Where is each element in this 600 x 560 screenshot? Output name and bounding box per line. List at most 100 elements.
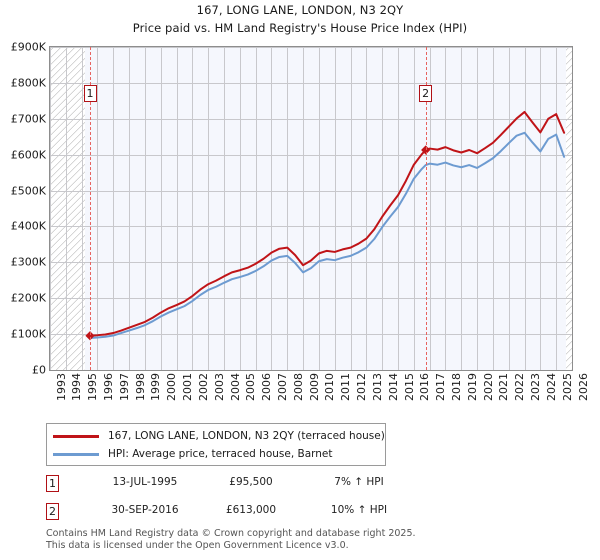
legend-item-price-paid: 167, LONG LANE, LONDON, N3 2QY (terraced… [53,427,385,445]
x-axis-tick-label: 2023 [529,373,543,401]
gridline-vertical [287,47,289,370]
x-axis-tick-label: 2014 [386,373,400,401]
y-axis-tick-label: £100K [10,327,46,341]
event-line-1 [90,47,92,370]
gridline-vertical [303,47,305,370]
table-row: 1 13-JUL-1995 £95,500 7% ↑ HPI [46,475,446,495]
x-axis-tick-label: 2003 [212,373,226,401]
gridline-vertical [192,47,194,370]
table-row: 2 30-SEP-2016 £613,000 10% ↑ HPI [46,503,446,523]
x-axis-tick-label: 2024 [544,373,558,401]
gridline-vertical [129,47,131,370]
gridline-vertical [508,47,510,370]
x-axis-tick-label: 1999 [149,373,163,401]
gridline-vertical [540,47,542,370]
x-axis-tick-label: 1998 [133,373,147,401]
gridline-vertical [556,47,558,370]
chart-plot-area [49,46,573,371]
gridline-horizontal [50,298,572,300]
x-axis-tick-label: 2026 [576,373,590,401]
legend-swatch-hpi [53,452,99,456]
gridline-horizontal [50,118,572,120]
footer-attribution: Contains HM Land Registry data © Crown c… [46,528,566,551]
legend-label-price-paid: 167, LONG LANE, LONDON, N3 2QY (terraced… [108,430,385,442]
y-axis-tick-label: £300K [10,255,46,269]
gridline-vertical [271,47,273,370]
gridline-vertical [113,47,115,370]
transaction-price: £95,500 [229,476,273,488]
gridline-vertical [492,47,494,370]
gridline-vertical [318,47,320,370]
y-axis-tick-label: £200K [10,291,46,305]
footer-line-1: Contains HM Land Registry data © Crown c… [46,528,416,539]
no-data-region-right [565,47,572,370]
y-axis-tick-label: £800K [10,76,46,90]
transaction-index-badge: 2 [46,503,59,520]
x-axis-tick-label: 2017 [434,373,448,401]
x-axis-tick-label: 2013 [370,373,384,401]
x-axis-tick-label: 2019 [465,373,479,401]
x-axis-tick-label: 1993 [54,373,68,401]
y-axis-tick-label: £0 [32,363,46,377]
gridline-horizontal [50,190,572,192]
legend-label-hpi: HPI: Average price, terraced house, Barn… [108,448,333,460]
x-axis-tick-label: 1995 [86,373,100,401]
x-axis-tick-label: 2010 [323,373,337,401]
no-data-region-left [50,47,85,370]
gridline-vertical [350,47,352,370]
gridline-vertical [429,47,431,370]
x-axis-tick-label: 2008 [291,373,305,401]
page-title: 167, LONG LANE, LONDON, N3 2QY [196,3,404,17]
gridline-vertical [382,47,384,370]
gridline-horizontal [50,334,572,336]
transaction-hpi-delta: 10% ↑ HPI [330,504,388,516]
gridline-vertical [255,47,257,370]
chart-legend: 167, LONG LANE, LONDON, N3 2QY (terraced… [46,423,386,466]
gridline-vertical [81,47,83,370]
chart-series-layer [85,110,566,341]
gridline-vertical [50,47,51,370]
gridline-vertical [176,47,178,370]
transaction-index-badge: 1 [46,475,59,492]
gridline-vertical [366,47,368,370]
x-axis-tick-label: 2016 [418,373,432,401]
x-axis-tick-label: 2004 [228,373,242,401]
gridline-horizontal [50,82,572,84]
gridline-vertical [224,47,225,370]
transaction-price: £613,000 [225,504,277,516]
x-axis-tick-label: 2015 [402,373,416,401]
series-line-hpi [88,131,566,340]
y-axis-tick-label: £600K [10,148,46,162]
legend-item-hpi: HPI: Average price, terraced house, Barn… [53,445,333,463]
x-axis-tick-label: 2000 [165,373,179,401]
gridline-horizontal [50,262,572,264]
x-axis-tick-label: 2006 [260,373,274,401]
x-axis-tick-label: 2025 [560,373,574,401]
x-axis-tick-label: 2007 [275,373,289,401]
gridline-vertical [144,47,146,370]
gridline-vertical [524,47,526,370]
x-axis-tick-label: 2021 [497,373,511,401]
y-axis-tick-label: £700K [10,112,46,126]
gridline-vertical [398,47,399,370]
x-axis-tick-label: 2001 [181,373,195,401]
gridline-vertical [239,47,241,370]
gridline-vertical [477,47,479,370]
x-axis-tick-label: 2009 [307,373,321,401]
gridline-vertical [461,47,463,370]
chart-flag-2: 2 [419,85,433,102]
x-axis-tick-label: 2018 [449,373,463,401]
x-axis-tick-label: 2011 [339,373,353,401]
transaction-hpi-delta: 7% ↑ HPI [334,476,384,488]
transaction-date: 13-JUL-1995 [112,476,178,488]
x-axis-tick-label: 2005 [244,373,258,401]
x-axis-tick-label: 2022 [513,373,527,401]
x-axis-tick-label: 1996 [101,373,115,401]
gridline-vertical [445,47,447,370]
y-axis-tick-label: £400K [10,219,46,233]
series-line-price-paid [88,110,566,337]
footer-line-2: This data is licensed under the Open Gov… [46,539,349,551]
gridline-vertical [208,47,210,370]
